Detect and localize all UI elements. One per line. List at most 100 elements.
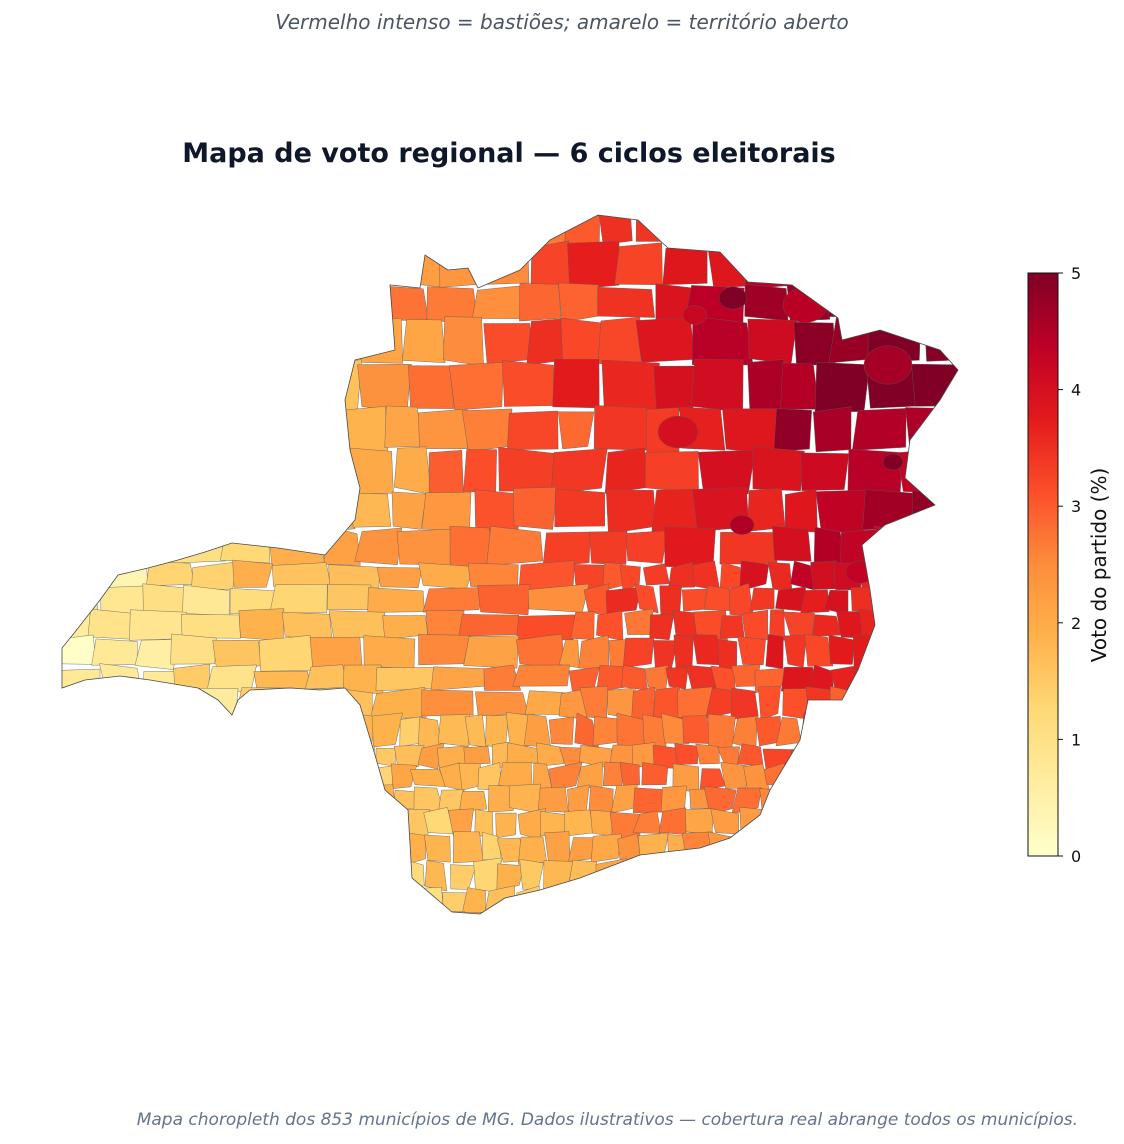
municipality-cell: [141, 690, 185, 720]
municipality-cell: [489, 913, 517, 914]
municipality-cell: [354, 527, 403, 565]
municipality-cell: [357, 364, 412, 412]
municipality-cell: [807, 742, 833, 765]
colorbar-tick-label: 4: [1071, 381, 1081, 400]
municipality-cell: [110, 912, 144, 914]
municipality-cell: [374, 837, 407, 861]
municipality-cell: [388, 886, 414, 913]
municipality-cell: [747, 318, 798, 365]
municipality-cell: [62, 215, 100, 246]
municipality-cell: [590, 810, 614, 837]
municipality-cell: [863, 787, 887, 815]
municipality-cell: [955, 320, 958, 364]
municipality-cell: [720, 215, 763, 249]
municipality-cell: [729, 515, 755, 535]
municipality-cell: [814, 890, 843, 914]
municipality-cell: [873, 585, 901, 615]
municipality-cell: [883, 745, 914, 765]
municipality-cell: [619, 911, 642, 914]
municipality-cell: [281, 245, 328, 287]
municipality-cell: [911, 363, 958, 407]
municipality-cell: [179, 282, 221, 321]
municipality-cell: [907, 831, 939, 860]
municipality-cell: [438, 243, 485, 288]
municipality-cell: [260, 215, 312, 249]
municipality-cell: [719, 531, 778, 565]
municipality-cell: [897, 693, 920, 715]
municipality-cell: [274, 784, 301, 811]
municipality-cell: [752, 914, 774, 940]
municipality-cell: [567, 241, 620, 290]
municipality-cell: [102, 785, 131, 815]
municipality-cell: [783, 789, 812, 809]
municipality-cell: [958, 808, 993, 839]
municipality-cell: [214, 364, 265, 408]
municipality-cell: [122, 716, 154, 749]
municipality-cell: [800, 589, 830, 614]
municipality-cell: [535, 885, 561, 914]
municipality-cell: [196, 784, 226, 810]
municipality-cell: [62, 410, 95, 454]
municipality-cell: [270, 917, 294, 945]
municipality-cell: [189, 884, 210, 914]
municipality-cell: [124, 318, 164, 361]
municipality-cell: [692, 315, 754, 366]
municipality-cell: [605, 489, 657, 534]
municipality-cell: [624, 608, 654, 635]
municipality-cell: [62, 447, 93, 495]
municipality-cell: [298, 743, 326, 766]
municipality-cell: [177, 806, 200, 837]
municipality-cell: [707, 831, 732, 865]
municipality-cell: [507, 410, 559, 451]
municipality-cell: [662, 243, 708, 286]
municipality-cell: [326, 406, 389, 454]
municipality-cell: [211, 859, 244, 893]
municipality-cell: [942, 586, 958, 617]
colorbar-tick-label: 1: [1071, 730, 1081, 749]
municipality-cell: [737, 743, 764, 767]
municipality-cell: [437, 714, 470, 747]
municipality-cell: [536, 742, 565, 767]
municipality-cell: [962, 763, 986, 790]
municipality-cell: [552, 359, 600, 409]
municipality-cell: [320, 809, 344, 835]
municipality-cell: [813, 406, 852, 453]
municipality-cell: [443, 316, 484, 367]
municipality-cell: [359, 860, 379, 892]
municipality-cell: [328, 889, 353, 914]
municipality-cell: [418, 717, 442, 750]
municipality-cell: [396, 243, 442, 288]
municipality-cell: [765, 634, 784, 669]
municipality-cell: [954, 526, 958, 566]
municipality-cell: [375, 667, 435, 692]
municipality-cell: [542, 531, 591, 568]
municipality-cell: [645, 451, 699, 494]
municipality-cell: [596, 610, 624, 642]
municipality-cell: [852, 408, 907, 451]
municipality-cell: [719, 615, 745, 639]
municipality-cell: [773, 408, 812, 452]
municipality-cell: [235, 687, 296, 717]
municipality-cell: [208, 492, 266, 534]
municipality-cell: [207, 888, 233, 914]
municipality-cell: [785, 488, 818, 533]
municipality-cell: [360, 317, 404, 364]
municipality-cell: [347, 886, 376, 914]
municipality-cell: [174, 405, 227, 451]
municipality-cell: [168, 491, 209, 531]
municipality-cell: [327, 584, 373, 610]
municipality-cell: [793, 832, 815, 866]
municipality-cell: [225, 913, 253, 914]
municipality-cell: [780, 362, 820, 410]
municipality-cell: [665, 667, 689, 690]
municipality-cell: [881, 886, 912, 914]
municipality-cell: [908, 715, 933, 749]
municipality-cell: [968, 610, 989, 640]
municipality-cell: [62, 784, 81, 809]
municipality-cell: [62, 359, 86, 412]
municipality-cell: [225, 887, 254, 914]
municipality-cell: [220, 215, 266, 248]
municipality-cell: [829, 686, 858, 721]
municipality-cell: [201, 762, 234, 790]
